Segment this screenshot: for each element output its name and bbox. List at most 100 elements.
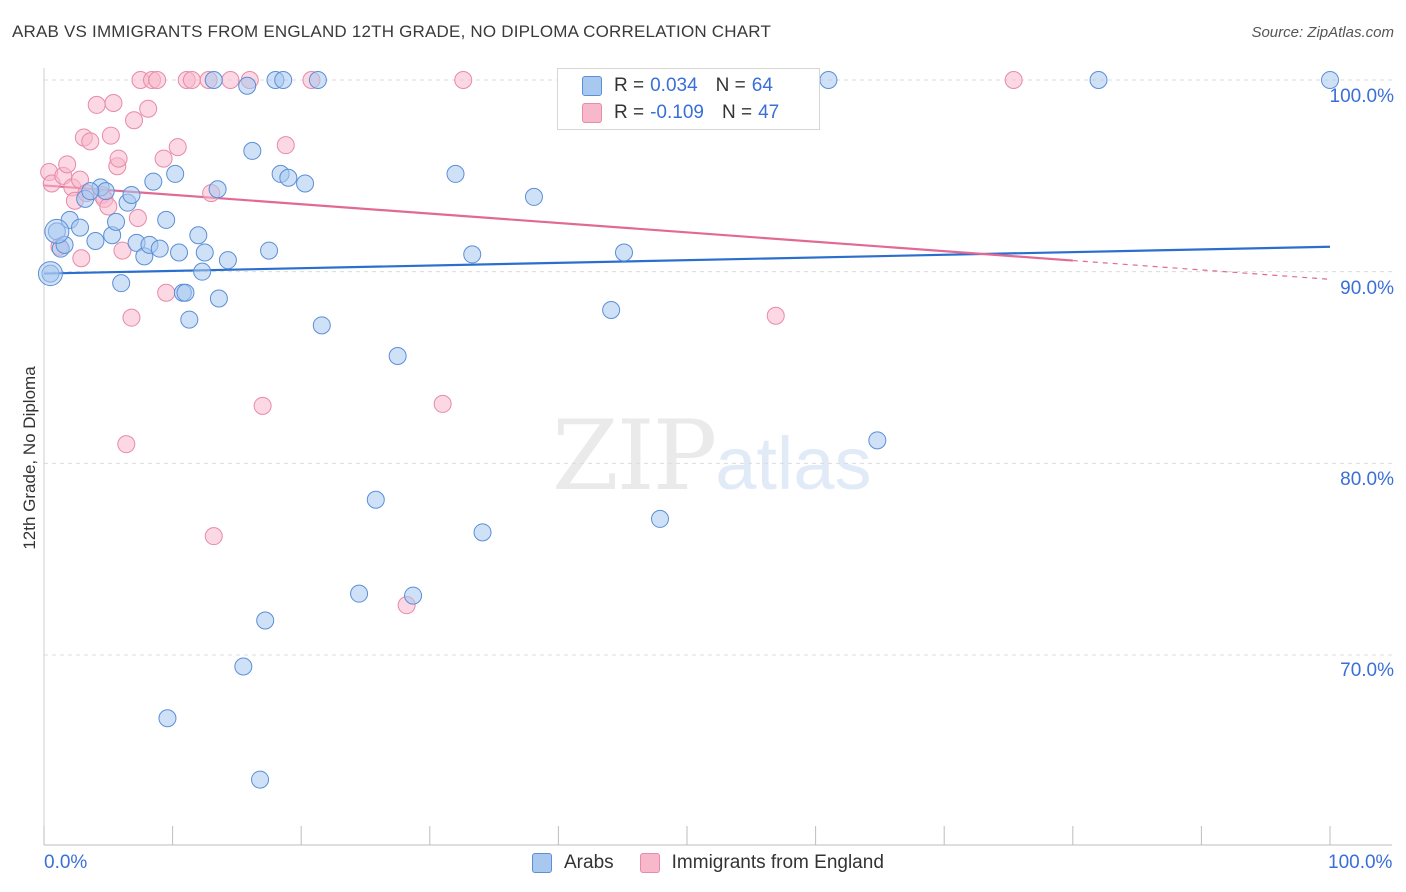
gridlines: [44, 79, 1392, 656]
bottom-legend-arabs[interactable]: Arabs: [532, 852, 614, 874]
point-england: [113, 241, 132, 260]
point-arabs: [71, 218, 90, 237]
point-arabs: [446, 164, 465, 183]
point-england: [221, 71, 240, 89]
point-england: [81, 132, 100, 151]
point-england: [766, 306, 785, 325]
point-arabs: [256, 611, 275, 630]
point-arabs: [166, 164, 185, 183]
y-tick-label-90: 90.0%: [1340, 278, 1394, 299]
legend-row-england: R = -0.109 N = 47: [582, 101, 779, 125]
point-arabs: [1089, 71, 1108, 89]
y-tick-label-80: 80.0%: [1340, 469, 1394, 490]
legend-r-label: R =: [614, 102, 645, 123]
point-arabs: [195, 243, 214, 262]
point-england: [99, 197, 118, 216]
point-arabs: [189, 226, 208, 245]
point-england: [154, 149, 173, 168]
point-england: [72, 249, 91, 268]
point-england: [454, 71, 473, 89]
point-arabs: [150, 239, 169, 258]
point-arabs: [614, 243, 633, 262]
point-arabs: [170, 243, 189, 262]
point-arabs: [274, 71, 293, 89]
point-arabs: [279, 168, 298, 187]
legend-n-value-england: 47: [758, 102, 780, 123]
point-england: [125, 111, 144, 130]
point-england: [433, 394, 452, 413]
point-arabs: [366, 490, 385, 509]
point-england: [148, 71, 167, 89]
legend-swatch-pink: [582, 103, 602, 123]
point-arabs: [193, 262, 212, 281]
watermark-zip: ZIP: [552, 400, 717, 512]
bottom-legend-england[interactable]: Immigrants from England: [639, 852, 884, 874]
y-tick-label-70: 70.0%: [1340, 660, 1394, 681]
point-arabs: [260, 241, 279, 260]
source-label: Source: ZipAtlas.com: [1251, 24, 1394, 41]
point-arabs: [86, 232, 105, 250]
point-arabs: [350, 584, 369, 603]
point-arabs: [208, 180, 227, 199]
chart-title: ARAB VS IMMIGRANTS FROM ENGLAND 12TH GRA…: [12, 22, 772, 41]
point-arabs: [819, 71, 838, 89]
data-points: [37, 71, 1339, 789]
point-arabs: [96, 182, 115, 201]
point-arabs: [296, 174, 315, 193]
point-arabs: [218, 251, 237, 270]
point-arabs: [524, 187, 543, 206]
legend-r-value-arabs: 0.034: [650, 75, 698, 96]
trend-line-arabs: [43, 245, 1331, 275]
point-arabs: [473, 523, 492, 542]
x-tick-label-max: 100.0%: [1328, 852, 1393, 873]
y-axis-label: 12th Grade, No Diploma: [20, 366, 39, 550]
point-arabs: [176, 283, 195, 302]
point-england: [101, 126, 120, 145]
point-england: [122, 308, 141, 327]
point-arabs: [404, 586, 423, 605]
point-england: [87, 95, 106, 114]
legend-row-arabs: R = 0.034 N = 64: [582, 74, 773, 98]
point-arabs: [868, 431, 887, 450]
point-arabs: [158, 709, 177, 728]
x-tick-label-min: 0.0%: [44, 852, 88, 873]
point-arabs: [122, 186, 141, 204]
point-england: [253, 396, 272, 415]
legend-r-label: R =: [614, 75, 645, 96]
point-arabs: [251, 770, 270, 789]
correlation-legend: R = 0.034 N = 64 R = -0.109 N = 47: [557, 68, 820, 130]
point-arabs: [463, 245, 482, 264]
point-england: [157, 283, 176, 302]
point-arabs: [312, 316, 331, 335]
point-arabs: [234, 657, 253, 676]
point-england: [139, 99, 158, 118]
point-england: [128, 209, 147, 227]
point-england: [109, 149, 128, 168]
point-england: [58, 155, 77, 174]
bottom-legend: Arabs Immigrants from England: [532, 852, 910, 874]
point-england: [168, 138, 187, 157]
point-arabs: [308, 71, 327, 89]
point-arabs: [243, 141, 262, 160]
point-arabs: [81, 182, 100, 201]
point-arabs: [112, 274, 131, 293]
bottom-legend-swatch-blue: [532, 853, 552, 873]
point-arabs: [1321, 71, 1339, 89]
point-arabs: [602, 301, 621, 319]
point-arabs: [157, 210, 176, 229]
legend-r-value-england: -0.109: [650, 102, 704, 123]
point-arabs: [204, 71, 223, 89]
legend-n-label: N =: [715, 75, 746, 96]
point-england: [117, 435, 136, 454]
point-arabs: [44, 218, 70, 244]
trend-lines: [43, 184, 1331, 280]
point-arabs: [180, 310, 199, 329]
y-tick-label-100: 100.0%: [1329, 86, 1394, 107]
point-arabs: [37, 261, 63, 287]
point-arabs: [209, 289, 228, 308]
point-arabs: [107, 212, 126, 231]
point-arabs: [388, 347, 407, 365]
bottom-legend-label-england: Immigrants from England: [671, 852, 884, 873]
point-arabs: [238, 76, 257, 95]
